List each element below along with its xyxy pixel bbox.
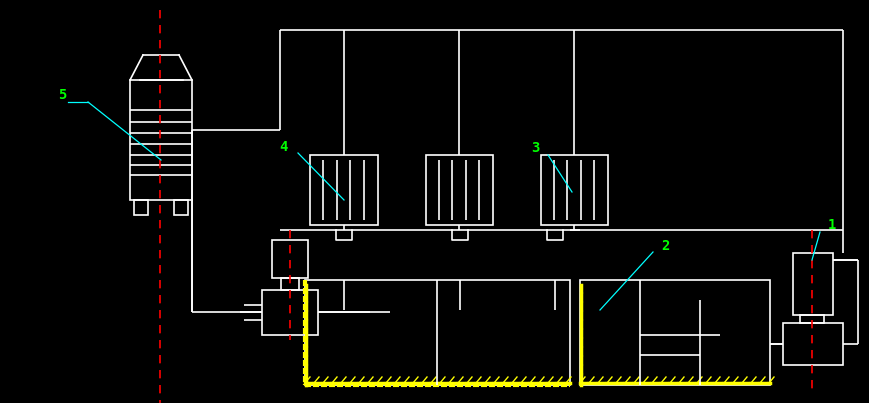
Bar — [541, 155, 608, 225]
Text: 2: 2 — [660, 239, 669, 253]
Bar — [174, 200, 188, 215]
Bar — [783, 323, 843, 365]
Text: 1: 1 — [828, 218, 836, 232]
Bar — [281, 278, 299, 290]
Bar — [272, 240, 308, 278]
Text: 4: 4 — [279, 140, 287, 154]
Bar — [426, 155, 493, 225]
Text: 5: 5 — [58, 88, 66, 102]
Bar — [134, 200, 148, 215]
Text: 3: 3 — [531, 141, 539, 155]
Bar — [580, 280, 770, 385]
Bar — [800, 315, 824, 323]
Bar — [310, 155, 378, 225]
Bar — [262, 290, 318, 335]
Bar — [130, 80, 192, 200]
Bar — [305, 280, 570, 385]
Bar — [793, 253, 833, 315]
